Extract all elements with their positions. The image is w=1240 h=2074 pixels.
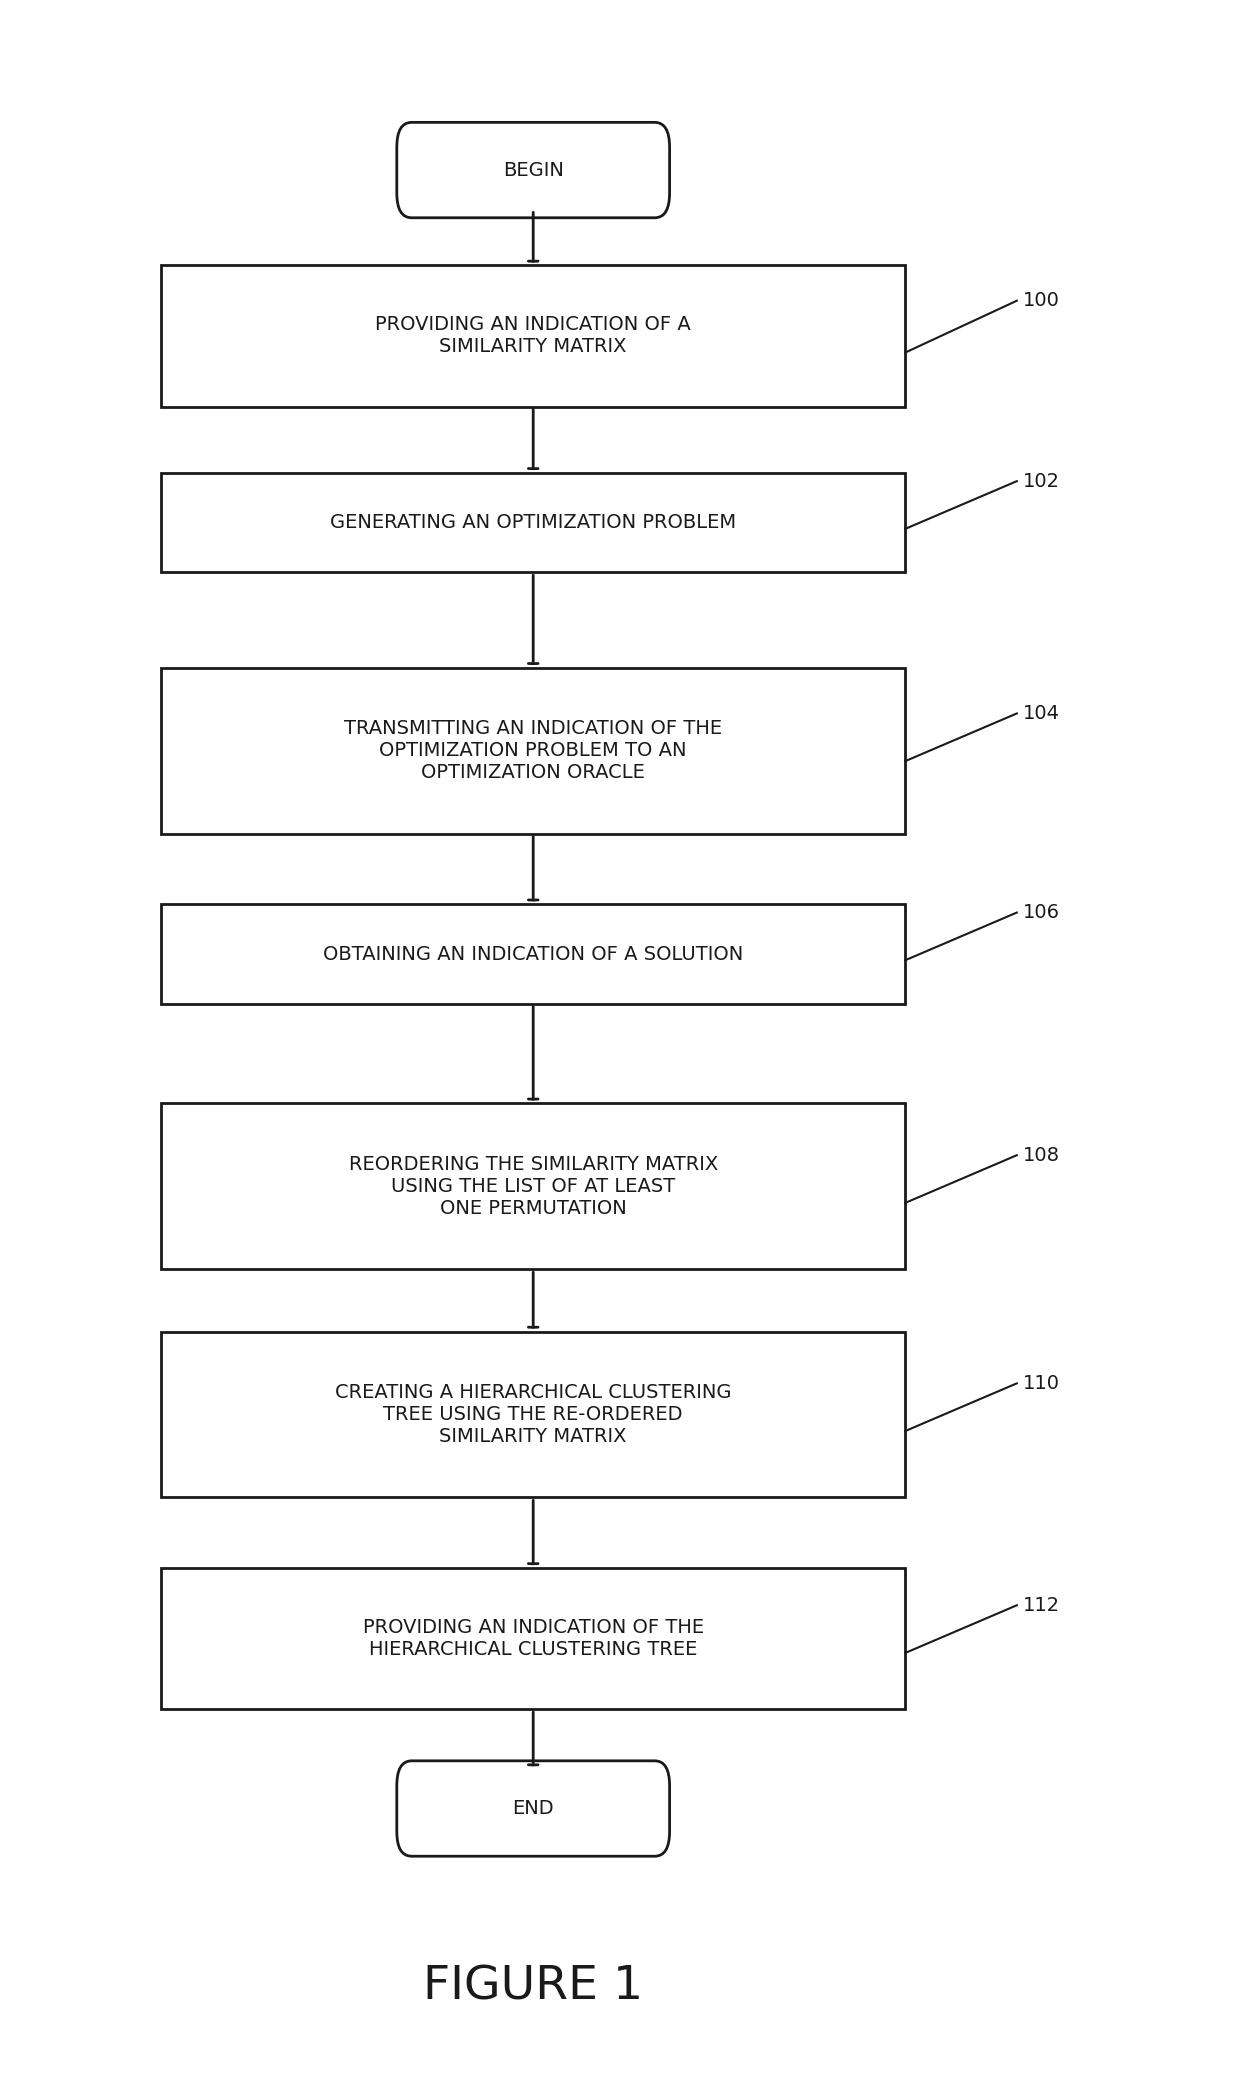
FancyBboxPatch shape	[397, 122, 670, 218]
Text: REORDERING THE SIMILARITY MATRIX
USING THE LIST OF AT LEAST
ONE PERMUTATION: REORDERING THE SIMILARITY MATRIX USING T…	[348, 1155, 718, 1217]
FancyBboxPatch shape	[161, 1332, 905, 1497]
FancyBboxPatch shape	[161, 904, 905, 1004]
Text: 110: 110	[1023, 1373, 1060, 1394]
Text: TRANSMITTING AN INDICATION OF THE
OPTIMIZATION PROBLEM TO AN
OPTIMIZATION ORACLE: TRANSMITTING AN INDICATION OF THE OPTIMI…	[345, 720, 722, 782]
Text: 108: 108	[1023, 1145, 1060, 1166]
Text: CREATING A HIERARCHICAL CLUSTERING
TREE USING THE RE-ORDERED
SIMILARITY MATRIX: CREATING A HIERARCHICAL CLUSTERING TREE …	[335, 1383, 732, 1446]
Text: FIGURE 1: FIGURE 1	[423, 1964, 644, 2010]
Text: PROVIDING AN INDICATION OF A
SIMILARITY MATRIX: PROVIDING AN INDICATION OF A SIMILARITY …	[376, 315, 691, 357]
Text: 112: 112	[1023, 1595, 1060, 1616]
Text: GENERATING AN OPTIMIZATION PROBLEM: GENERATING AN OPTIMIZATION PROBLEM	[330, 512, 737, 533]
Text: END: END	[512, 1798, 554, 1819]
Text: PROVIDING AN INDICATION OF THE
HIERARCHICAL CLUSTERING TREE: PROVIDING AN INDICATION OF THE HIERARCHI…	[362, 1618, 704, 1659]
FancyBboxPatch shape	[161, 1103, 905, 1269]
FancyBboxPatch shape	[161, 668, 905, 834]
Text: 102: 102	[1023, 471, 1060, 492]
FancyBboxPatch shape	[161, 265, 905, 407]
Text: 106: 106	[1023, 902, 1060, 923]
Text: 104: 104	[1023, 703, 1060, 724]
Text: 100: 100	[1023, 290, 1060, 311]
FancyBboxPatch shape	[161, 473, 905, 572]
FancyBboxPatch shape	[397, 1761, 670, 1856]
FancyBboxPatch shape	[161, 1568, 905, 1709]
Text: BEGIN: BEGIN	[502, 160, 564, 180]
Text: OBTAINING AN INDICATION OF A SOLUTION: OBTAINING AN INDICATION OF A SOLUTION	[324, 944, 743, 964]
